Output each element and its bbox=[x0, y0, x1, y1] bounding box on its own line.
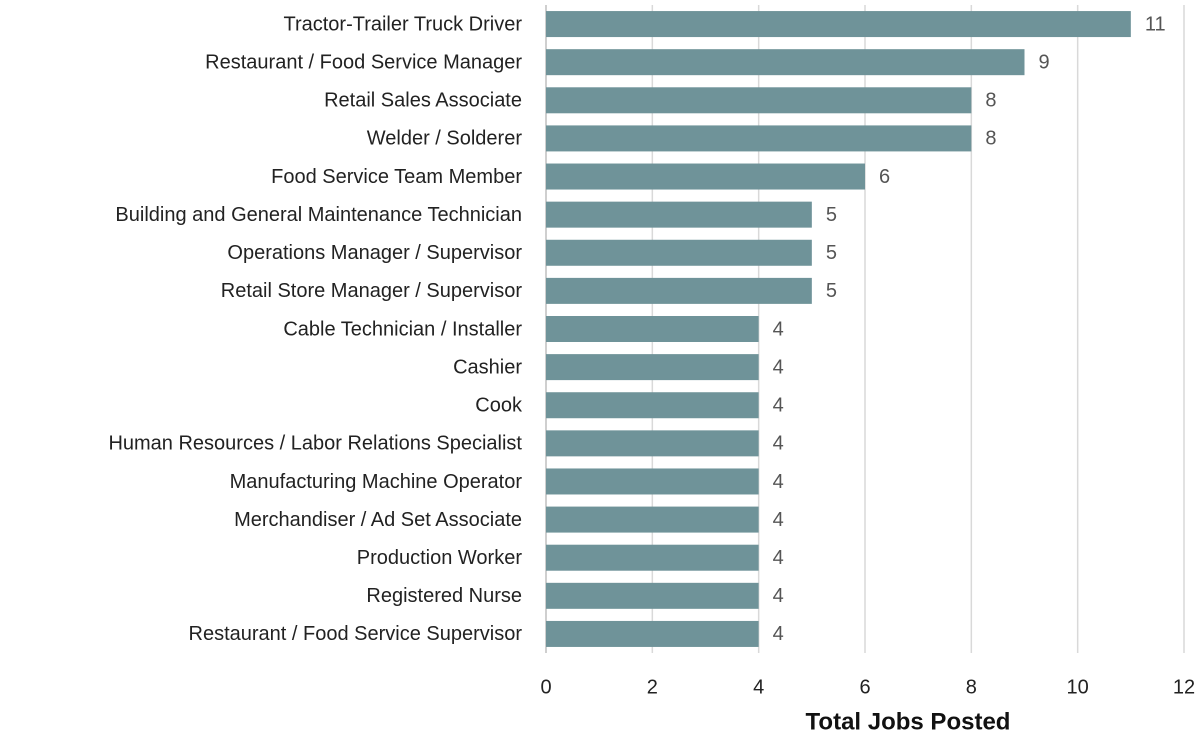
y-tick-label: Food Service Team Member bbox=[271, 166, 522, 188]
bar bbox=[546, 430, 759, 457]
value-label: 8 bbox=[985, 90, 996, 112]
value-label: 6 bbox=[879, 166, 890, 188]
y-tick-label: Production Worker bbox=[357, 547, 523, 569]
y-tick-label: Building and General Maintenance Technic… bbox=[115, 204, 522, 226]
value-label: 4 bbox=[773, 585, 784, 607]
value-label: 8 bbox=[985, 128, 996, 150]
x-tick-label: 8 bbox=[966, 676, 977, 698]
value-label: 4 bbox=[773, 356, 784, 378]
bar bbox=[546, 544, 759, 571]
value-label: 4 bbox=[773, 395, 784, 417]
y-tick-label: Retail Sales Associate bbox=[324, 90, 522, 112]
value-label: 5 bbox=[826, 204, 837, 226]
x-tick-label: 0 bbox=[540, 676, 551, 698]
bar bbox=[546, 620, 759, 647]
x-tick-label: 12 bbox=[1173, 676, 1195, 698]
bar bbox=[546, 239, 812, 266]
value-label: 4 bbox=[773, 471, 784, 493]
bar bbox=[546, 201, 812, 228]
bar bbox=[546, 354, 759, 381]
value-label: 11 bbox=[1145, 13, 1166, 35]
y-tick-label: Retail Store Manager / Supervisor bbox=[221, 280, 523, 302]
bar bbox=[546, 392, 759, 419]
bar bbox=[546, 49, 1025, 76]
x-tick-label: 4 bbox=[753, 676, 764, 698]
bar bbox=[546, 582, 759, 609]
y-tick-label: Restaurant / Food Service Supervisor bbox=[189, 623, 523, 645]
value-label: 5 bbox=[826, 242, 837, 264]
value-label: 9 bbox=[1039, 51, 1050, 73]
bar bbox=[546, 125, 972, 152]
y-tick-label: Cook bbox=[475, 395, 523, 417]
value-label: 4 bbox=[773, 509, 784, 531]
bar bbox=[546, 506, 759, 533]
y-tick-label: Human Resources / Labor Relations Specia… bbox=[108, 433, 522, 455]
bar bbox=[546, 87, 972, 114]
value-label: 4 bbox=[773, 433, 784, 455]
bar bbox=[546, 316, 759, 342]
y-tick-label: Welder / Solderer bbox=[367, 128, 523, 150]
y-tick-label: Operations Manager / Supervisor bbox=[227, 242, 522, 264]
bar bbox=[546, 11, 1131, 38]
y-tick-label: Tractor-Trailer Truck Driver bbox=[283, 13, 522, 35]
value-label: 5 bbox=[826, 280, 837, 302]
bar bbox=[546, 468, 759, 495]
y-tick-label: Cable Technician / Installer bbox=[283, 318, 522, 340]
y-tick-label: Registered Nurse bbox=[366, 585, 522, 607]
bar bbox=[546, 277, 812, 304]
y-tick-label: Restaurant / Food Service Manager bbox=[205, 51, 522, 73]
value-label: 4 bbox=[773, 547, 784, 569]
y-tick-label: Manufacturing Machine Operator bbox=[230, 471, 523, 493]
bar bbox=[546, 163, 865, 190]
x-axis-title: Total Jobs Posted bbox=[806, 708, 1011, 735]
x-tick-label: 2 bbox=[647, 676, 658, 698]
x-tick-label: 10 bbox=[1067, 676, 1089, 698]
y-tick-label: Cashier bbox=[453, 356, 522, 378]
y-tick-label: Merchandiser / Ad Set Associate bbox=[234, 509, 522, 531]
value-label: 4 bbox=[773, 623, 784, 645]
x-tick-label: 6 bbox=[859, 676, 870, 698]
value-label: 4 bbox=[773, 318, 784, 340]
